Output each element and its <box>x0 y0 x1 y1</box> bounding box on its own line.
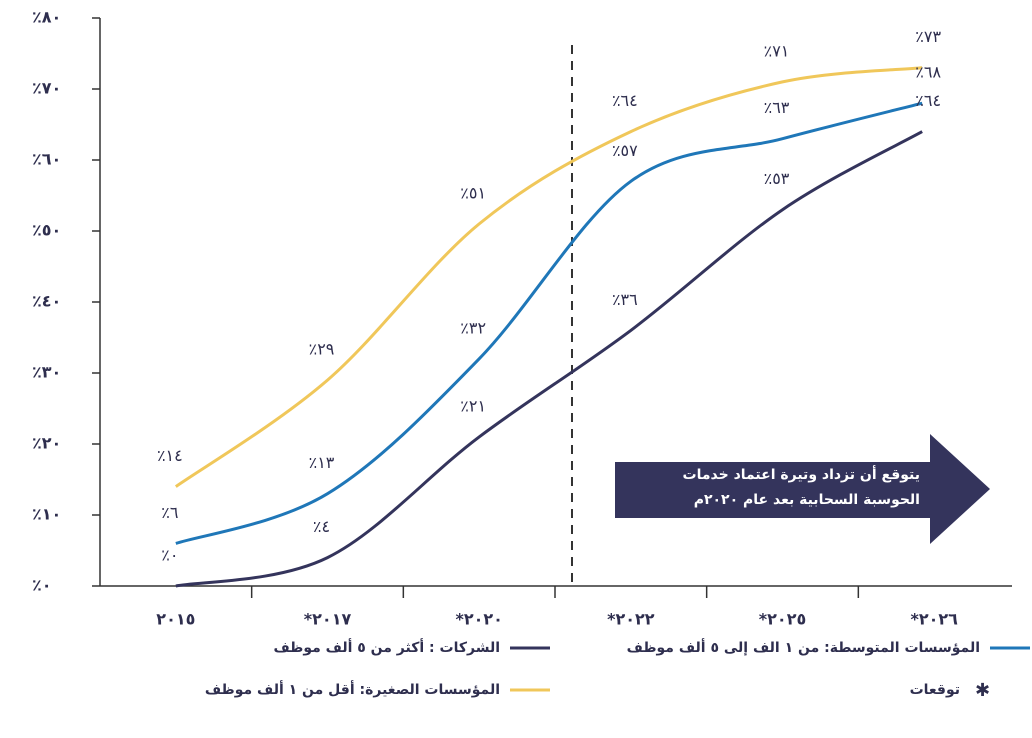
footnote: توقعات <box>910 682 960 698</box>
y-tick-label: ٪٤٠ <box>32 292 61 311</box>
x-tick-label: *٢٠٢٥ <box>759 610 806 629</box>
data-label: ٪٥٧ <box>612 141 638 160</box>
data-label: ٪٦٨ <box>915 63 941 82</box>
x-tick-label: *٢٠١٧ <box>304 610 352 629</box>
data-label: ٪٥١ <box>460 183 486 202</box>
y-tick-label: ٪٧٠ <box>32 79 61 98</box>
y-tick-label: ٪٣٠ <box>32 363 61 382</box>
y-tick-label: ٪١٠ <box>32 505 61 524</box>
x-tick-label: ٢٠١٥ <box>156 610 195 629</box>
data-label: ٪١٤ <box>157 446 183 465</box>
legend-label: الشركات : أكثر من ٥ ألف موظف <box>273 638 500 656</box>
annotation-text: يتوقع أن تزداد وتيرة اعتماد خدمات <box>683 465 920 483</box>
data-label: ٪٤ <box>313 517 330 536</box>
y-tick-label: ٪٨٠ <box>32 8 61 27</box>
data-label: ٪٦٣ <box>764 98 790 117</box>
data-label: ٪٦ <box>161 503 178 522</box>
footnote-asterisk: ✱ <box>975 680 990 701</box>
data-label: ٪٧٣ <box>915 27 941 46</box>
data-label: ٪٠ <box>161 546 178 565</box>
data-label: ٪٣٦ <box>612 290 638 309</box>
data-label: ٪٣٢ <box>460 318 486 337</box>
data-label: ٪٢٩ <box>309 340 335 359</box>
series-line <box>175 130 923 588</box>
data-label: ٪٦٤ <box>612 91 638 110</box>
data-label: ٪١٣ <box>309 453 335 472</box>
annotation-text: الحوسبة السحابية بعد عام ٢٠٢٠م <box>694 492 920 508</box>
series-line <box>174 66 923 488</box>
x-tick-label: *٢٠٢٦ <box>910 610 958 629</box>
annotation-arrow <box>615 434 990 544</box>
data-label: ٪٥٣ <box>764 169 790 188</box>
y-tick-label: ٪٢٠ <box>32 434 61 453</box>
data-label: ٪٦٤ <box>915 91 941 110</box>
x-tick-label: *٢٠٢٢ <box>607 610 655 629</box>
y-tick-label: ٪٥٠ <box>32 221 61 240</box>
y-tick-label: ٪٦٠ <box>32 150 61 169</box>
legend-label: المؤسسات المتوسطة: من ١ الف إلى ٥ ألف مو… <box>627 638 980 656</box>
data-label: ٪٧١ <box>764 41 790 60</box>
x-tick-label: *٢٠٢٠ <box>455 610 502 629</box>
series-line <box>175 101 923 545</box>
y-tick-label: ٪٠ <box>32 576 52 595</box>
legend-label: المؤسسات الصغيرة: أقل من ١ ألف موظف <box>205 680 500 698</box>
data-label: ٪٢١ <box>460 396 486 415</box>
